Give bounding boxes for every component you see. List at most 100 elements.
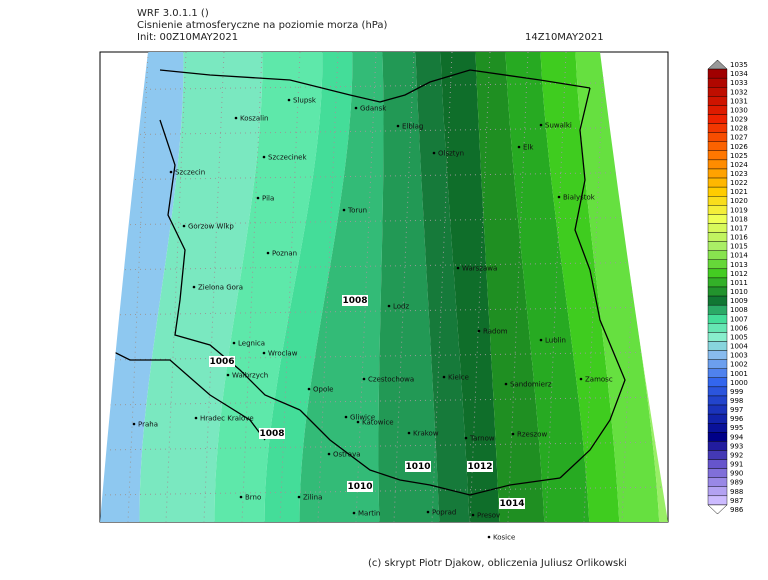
colorbar-box — [707, 304, 728, 315]
colorbar-label: 1009 — [730, 297, 748, 305]
grid-line — [165, 52, 187, 522]
colorbar-label: 1031 — [730, 97, 748, 105]
colorbar-label: 1025 — [730, 152, 748, 160]
colorbar-box — [707, 268, 728, 279]
colorbar-arrow — [707, 59, 728, 70]
city-label: Szczecin — [175, 169, 205, 177]
city-marker — [169, 170, 173, 174]
contour-label: 1010 — [347, 482, 372, 492]
grid-line — [545, 52, 567, 522]
colorbar-box — [707, 159, 728, 170]
colorbar-box — [707, 332, 728, 342]
pressure-band — [440, 52, 500, 522]
city-label: Praha — [138, 421, 158, 429]
colorbar-label: 1023 — [730, 170, 748, 178]
city-marker — [407, 431, 411, 435]
colorbar-label: 997 — [730, 406, 743, 414]
city-marker — [477, 329, 481, 333]
contour-label: 1014 — [499, 499, 524, 509]
contour-label-bg — [405, 461, 431, 472]
colorbar-box — [707, 96, 728, 106]
colorbar-label: 1017 — [730, 224, 748, 232]
city-marker — [262, 155, 266, 159]
credit: (c) skrypt Piotr Djakow, obliczenia Juli… — [368, 558, 627, 569]
colorbar-label: 1024 — [730, 161, 748, 169]
colorbar-box — [707, 413, 728, 424]
city-marker — [432, 151, 436, 155]
city-label: Zilina — [303, 494, 322, 502]
colorbar-label: 990 — [730, 470, 743, 478]
cities: Slupsk Koszalin Gdansk Elblag Suwalki Szczeci… — [132, 97, 613, 542]
city-label: Elblag — [402, 123, 424, 131]
colorbar-label: 1006 — [730, 324, 748, 332]
city-label: Poznan — [272, 250, 297, 258]
colorbar-label: 1012 — [730, 270, 748, 278]
city-label: Hradec Kralove — [200, 415, 254, 423]
colorbar-label: 1014 — [730, 252, 748, 260]
grid-line — [507, 52, 529, 522]
colorbar-box — [707, 141, 728, 152]
colorbar-box — [707, 105, 728, 115]
contour-label-bg — [259, 428, 285, 439]
model: WRF 3.0.1.1 () — [137, 8, 209, 19]
colorbar-label: 993 — [730, 442, 743, 450]
colorbar-label: 1029 — [730, 116, 748, 124]
city-label: Tarnow — [469, 435, 495, 443]
city-marker — [471, 513, 475, 517]
city-label: Elk — [523, 144, 534, 152]
city-marker — [194, 416, 198, 420]
colorbar-label: 998 — [730, 397, 743, 405]
city-marker — [354, 106, 358, 110]
city-label: Ostrava — [333, 451, 361, 459]
colorbar-box — [707, 368, 728, 379]
colorbar-box — [707, 186, 728, 197]
city-marker — [362, 377, 366, 381]
city-label: Pila — [262, 195, 274, 203]
colorbar-box — [707, 486, 728, 497]
colorbar-box — [707, 395, 728, 406]
city-label: Brno — [245, 494, 261, 502]
city-marker — [226, 373, 230, 377]
contour-label: 1010 — [405, 462, 430, 472]
city-marker — [266, 251, 270, 255]
colorbar-box — [707, 214, 728, 224]
contour-label-bg — [209, 356, 235, 367]
city-label: Presov — [477, 512, 500, 520]
colorbar-label: 999 — [730, 388, 743, 396]
colorbar-label: 1030 — [730, 106, 748, 114]
city-label: Kosice — [493, 534, 515, 542]
colorbar-box — [707, 386, 728, 397]
city-marker — [327, 452, 331, 456]
colorbar-box — [707, 205, 728, 215]
borders — [100, 69, 626, 496]
pressure-band — [264, 52, 353, 522]
pressure-band — [505, 52, 590, 522]
colorbar-box — [707, 377, 728, 388]
grid-line — [355, 52, 377, 522]
contour-label-bg — [467, 461, 493, 472]
colorbar-box — [707, 223, 728, 233]
city-label: Warszawa — [462, 265, 497, 273]
city-label: Poprad — [432, 509, 456, 517]
colorbar-box — [707, 232, 728, 242]
contour-label: 1008 — [259, 429, 284, 439]
pressure-band — [299, 52, 384, 522]
contour-label-bg — [347, 481, 373, 492]
colorbar-label: 1035 — [730, 61, 748, 69]
colorbar-label: 1007 — [730, 315, 748, 323]
city-marker — [352, 511, 356, 515]
colorbar-box — [707, 323, 728, 333]
city-label: Czestochowa — [368, 376, 414, 384]
contour-label: 1006 — [209, 357, 234, 367]
colorbar-box — [707, 77, 728, 88]
contour-label: 1012 — [467, 462, 492, 472]
colorbar-box — [707, 495, 728, 506]
colorbar-box — [707, 432, 728, 442]
contour-labels: 1008 1006 1008 1010 1010 1012 1014 — [209, 295, 525, 509]
city-marker — [517, 145, 521, 149]
colorbar-box — [707, 123, 728, 133]
colorbar-label: 1004 — [730, 343, 748, 351]
colorbar-label: 1011 — [730, 279, 748, 287]
grid-line — [127, 52, 149, 522]
